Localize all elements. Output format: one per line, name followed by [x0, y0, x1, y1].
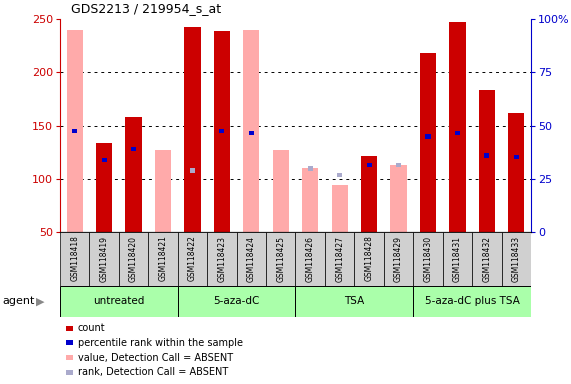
- Text: value, Detection Call = ABSENT: value, Detection Call = ABSENT: [78, 353, 233, 362]
- Bar: [337, 173, 342, 177]
- Text: GSM118418: GSM118418: [70, 235, 79, 281]
- Bar: [273, 150, 289, 232]
- Bar: [296, 286, 413, 317]
- Bar: [60, 232, 90, 286]
- Bar: [60, 286, 178, 317]
- Text: GSM118429: GSM118429: [394, 235, 403, 281]
- Bar: [478, 89, 495, 232]
- Bar: [384, 232, 413, 286]
- Bar: [249, 131, 254, 135]
- Bar: [484, 154, 489, 158]
- Bar: [126, 117, 142, 232]
- Bar: [296, 232, 325, 286]
- Text: GSM118425: GSM118425: [276, 235, 286, 281]
- Text: GSM118430: GSM118430: [424, 235, 432, 282]
- Bar: [102, 158, 107, 162]
- Bar: [361, 156, 377, 232]
- Bar: [449, 22, 465, 232]
- Bar: [214, 31, 230, 232]
- Bar: [332, 185, 348, 232]
- Bar: [219, 129, 224, 133]
- Bar: [508, 113, 524, 232]
- Bar: [119, 232, 148, 286]
- Bar: [455, 131, 460, 135]
- Bar: [67, 30, 83, 232]
- Text: GSM118420: GSM118420: [129, 235, 138, 281]
- Bar: [178, 232, 207, 286]
- Text: GSM118426: GSM118426: [305, 235, 315, 281]
- Bar: [472, 232, 501, 286]
- Text: TSA: TSA: [344, 296, 364, 306]
- Bar: [443, 232, 472, 286]
- Bar: [72, 129, 77, 133]
- Text: 5-aza-dC: 5-aza-dC: [214, 296, 260, 306]
- Bar: [190, 169, 195, 173]
- Text: GSM118432: GSM118432: [482, 235, 492, 281]
- Text: GSM118427: GSM118427: [335, 235, 344, 281]
- Bar: [243, 30, 259, 232]
- Bar: [96, 143, 112, 232]
- Text: count: count: [78, 323, 105, 333]
- Text: GSM118433: GSM118433: [512, 235, 521, 282]
- Bar: [514, 154, 519, 159]
- Bar: [413, 232, 443, 286]
- Bar: [396, 163, 401, 167]
- Bar: [367, 163, 372, 167]
- Bar: [420, 53, 436, 232]
- Text: GDS2213 / 219954_s_at: GDS2213 / 219954_s_at: [71, 2, 222, 15]
- Text: GSM118423: GSM118423: [218, 235, 226, 281]
- Bar: [425, 134, 431, 139]
- Bar: [90, 232, 119, 286]
- Bar: [266, 232, 296, 286]
- Text: percentile rank within the sample: percentile rank within the sample: [78, 338, 243, 348]
- Text: agent: agent: [3, 296, 35, 306]
- Bar: [325, 232, 355, 286]
- Bar: [207, 232, 236, 286]
- Text: untreated: untreated: [93, 296, 144, 306]
- Bar: [178, 286, 296, 317]
- Bar: [501, 232, 531, 286]
- Bar: [391, 165, 407, 232]
- Text: GSM118428: GSM118428: [365, 235, 373, 281]
- Text: ▶: ▶: [36, 296, 45, 306]
- Bar: [413, 286, 531, 317]
- Text: GSM118419: GSM118419: [99, 235, 108, 281]
- Bar: [155, 150, 171, 232]
- Text: GSM118421: GSM118421: [159, 235, 167, 281]
- Text: GSM118431: GSM118431: [453, 235, 462, 281]
- Text: GSM118424: GSM118424: [247, 235, 256, 281]
- Bar: [184, 26, 200, 232]
- Text: GSM118422: GSM118422: [188, 235, 197, 281]
- Text: rank, Detection Call = ABSENT: rank, Detection Call = ABSENT: [78, 367, 228, 377]
- Bar: [131, 147, 136, 151]
- Text: 5-aza-dC plus TSA: 5-aza-dC plus TSA: [425, 296, 520, 306]
- Bar: [148, 232, 178, 286]
- Bar: [236, 232, 266, 286]
- Bar: [355, 232, 384, 286]
- Bar: [302, 169, 318, 232]
- Bar: [308, 166, 313, 170]
